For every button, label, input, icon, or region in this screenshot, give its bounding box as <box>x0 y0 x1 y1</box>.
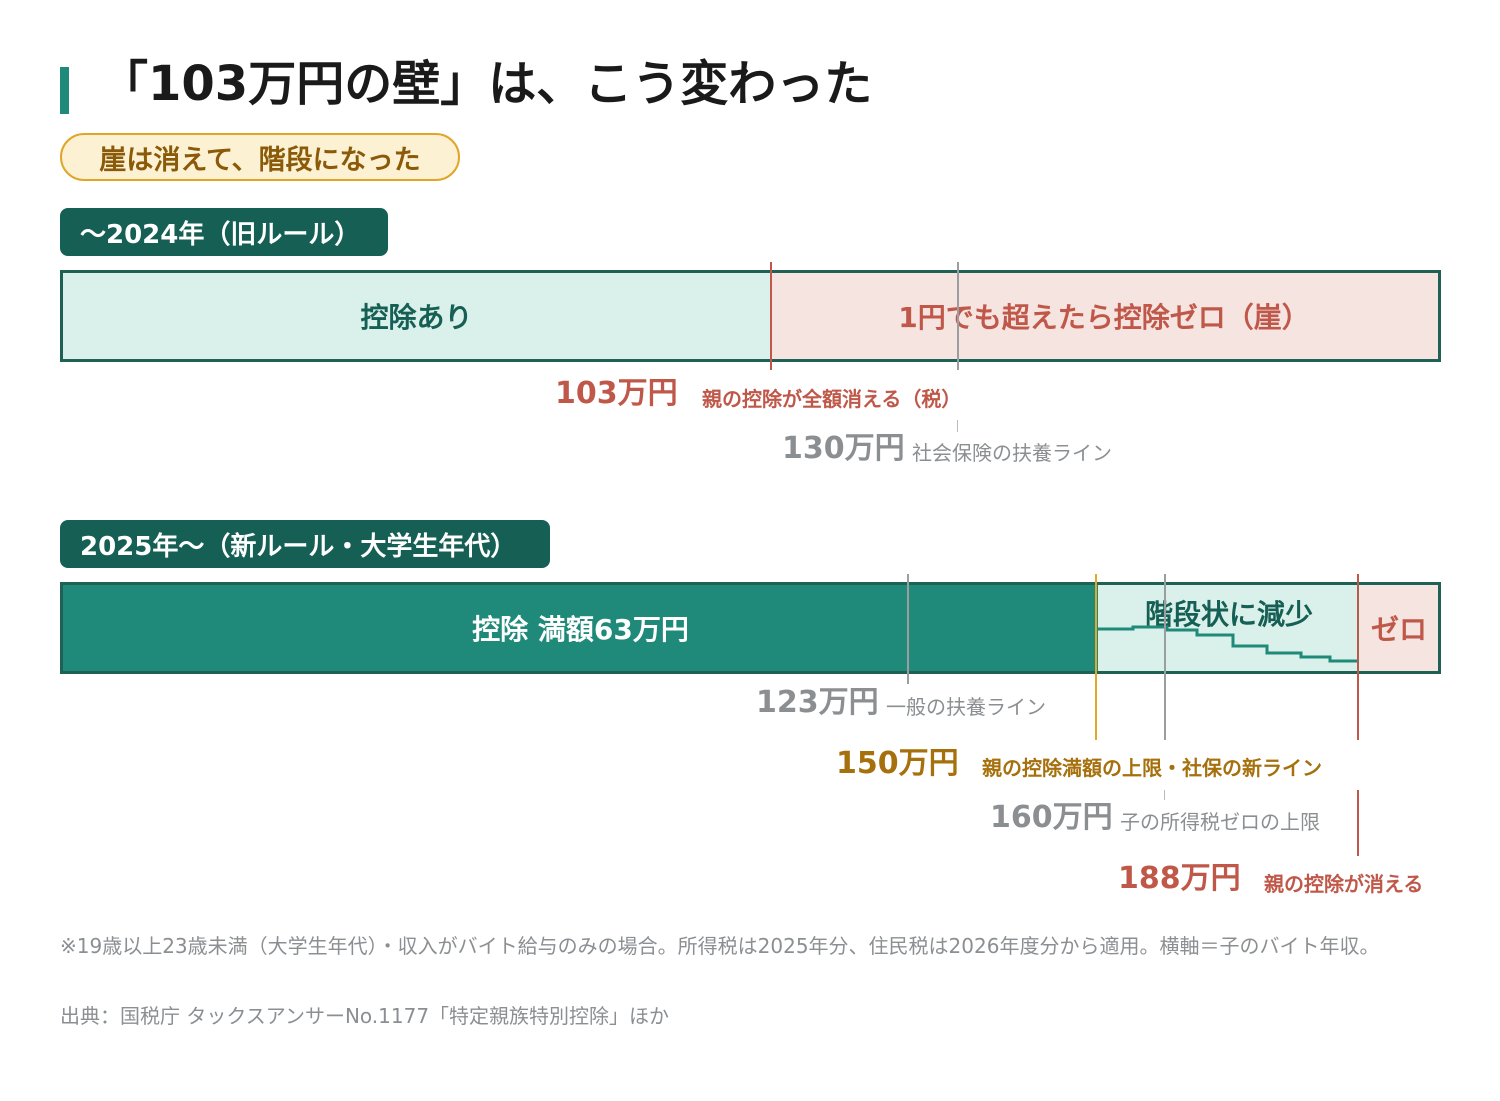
subtitle-pill: 崖は消えて、階段になった <box>60 133 460 181</box>
zero-segment: ゼロ <box>1360 585 1438 671</box>
old-rule-bar: 控除あり 1円でも超えたら控除ゼロ（崖） <box>60 270 1441 362</box>
marker-160-line <box>1164 574 1166 740</box>
stepdown-line <box>1095 625 1359 663</box>
marker-130-tick <box>957 420 958 432</box>
footnote: ※19歳以上23歳未満（大学生年代）・収入がバイト給与のみの場合。所得税は202… <box>60 934 1380 958</box>
old-cliff-segment: 1円でも超えたら控除ゼロ（崖） <box>770 273 1438 359</box>
marker-160-desc: 子の所得税ゼロの上限 <box>1120 810 1320 834</box>
marker-150-desc: 親の控除満額の上限・社保の新ライン <box>982 756 1322 780</box>
marker-123-line <box>907 574 909 684</box>
marker-103-line <box>770 262 772 370</box>
new-rule-label: 2025年〜（新ルール・大学生年代） <box>60 520 550 568</box>
marker-188-line-lower <box>1357 790 1359 856</box>
marker-150-line <box>1095 574 1097 740</box>
source-note: 出典：国税庁 タックスアンサーNo.1177「特定親族特別控除」ほか <box>60 1004 670 1028</box>
marker-130-desc: 社会保険の扶養ライン <box>912 441 1112 465</box>
marker-188-value: 188万円 <box>1118 861 1241 896</box>
old-rule-label: 〜2024年（旧ルール） <box>60 208 388 256</box>
marker-103-value: 103万円 <box>555 376 678 411</box>
marker-160-value: 160万円 <box>990 800 1113 835</box>
marker-123-value: 123万円 <box>756 685 879 720</box>
old-deduction-segment: 控除あり <box>63 273 770 359</box>
marker-123-desc: 一般の扶養ライン <box>886 695 1046 719</box>
marker-188-line-upper <box>1357 574 1359 740</box>
marker-103-desc: 親の控除が全額消える（税） <box>702 387 962 411</box>
title-accent-bar <box>60 67 69 114</box>
full-deduction-segment: 控除 満額63万円 <box>63 585 1098 671</box>
marker-188-desc: 親の控除が消える <box>1264 872 1424 896</box>
marker-150-value: 150万円 <box>836 746 959 781</box>
marker-130-value: 130万円 <box>782 431 905 466</box>
marker-160-tick <box>1164 790 1165 800</box>
marker-130-line <box>957 262 959 370</box>
page-title: 「103万円の壁」は、こう変わった <box>100 56 873 112</box>
